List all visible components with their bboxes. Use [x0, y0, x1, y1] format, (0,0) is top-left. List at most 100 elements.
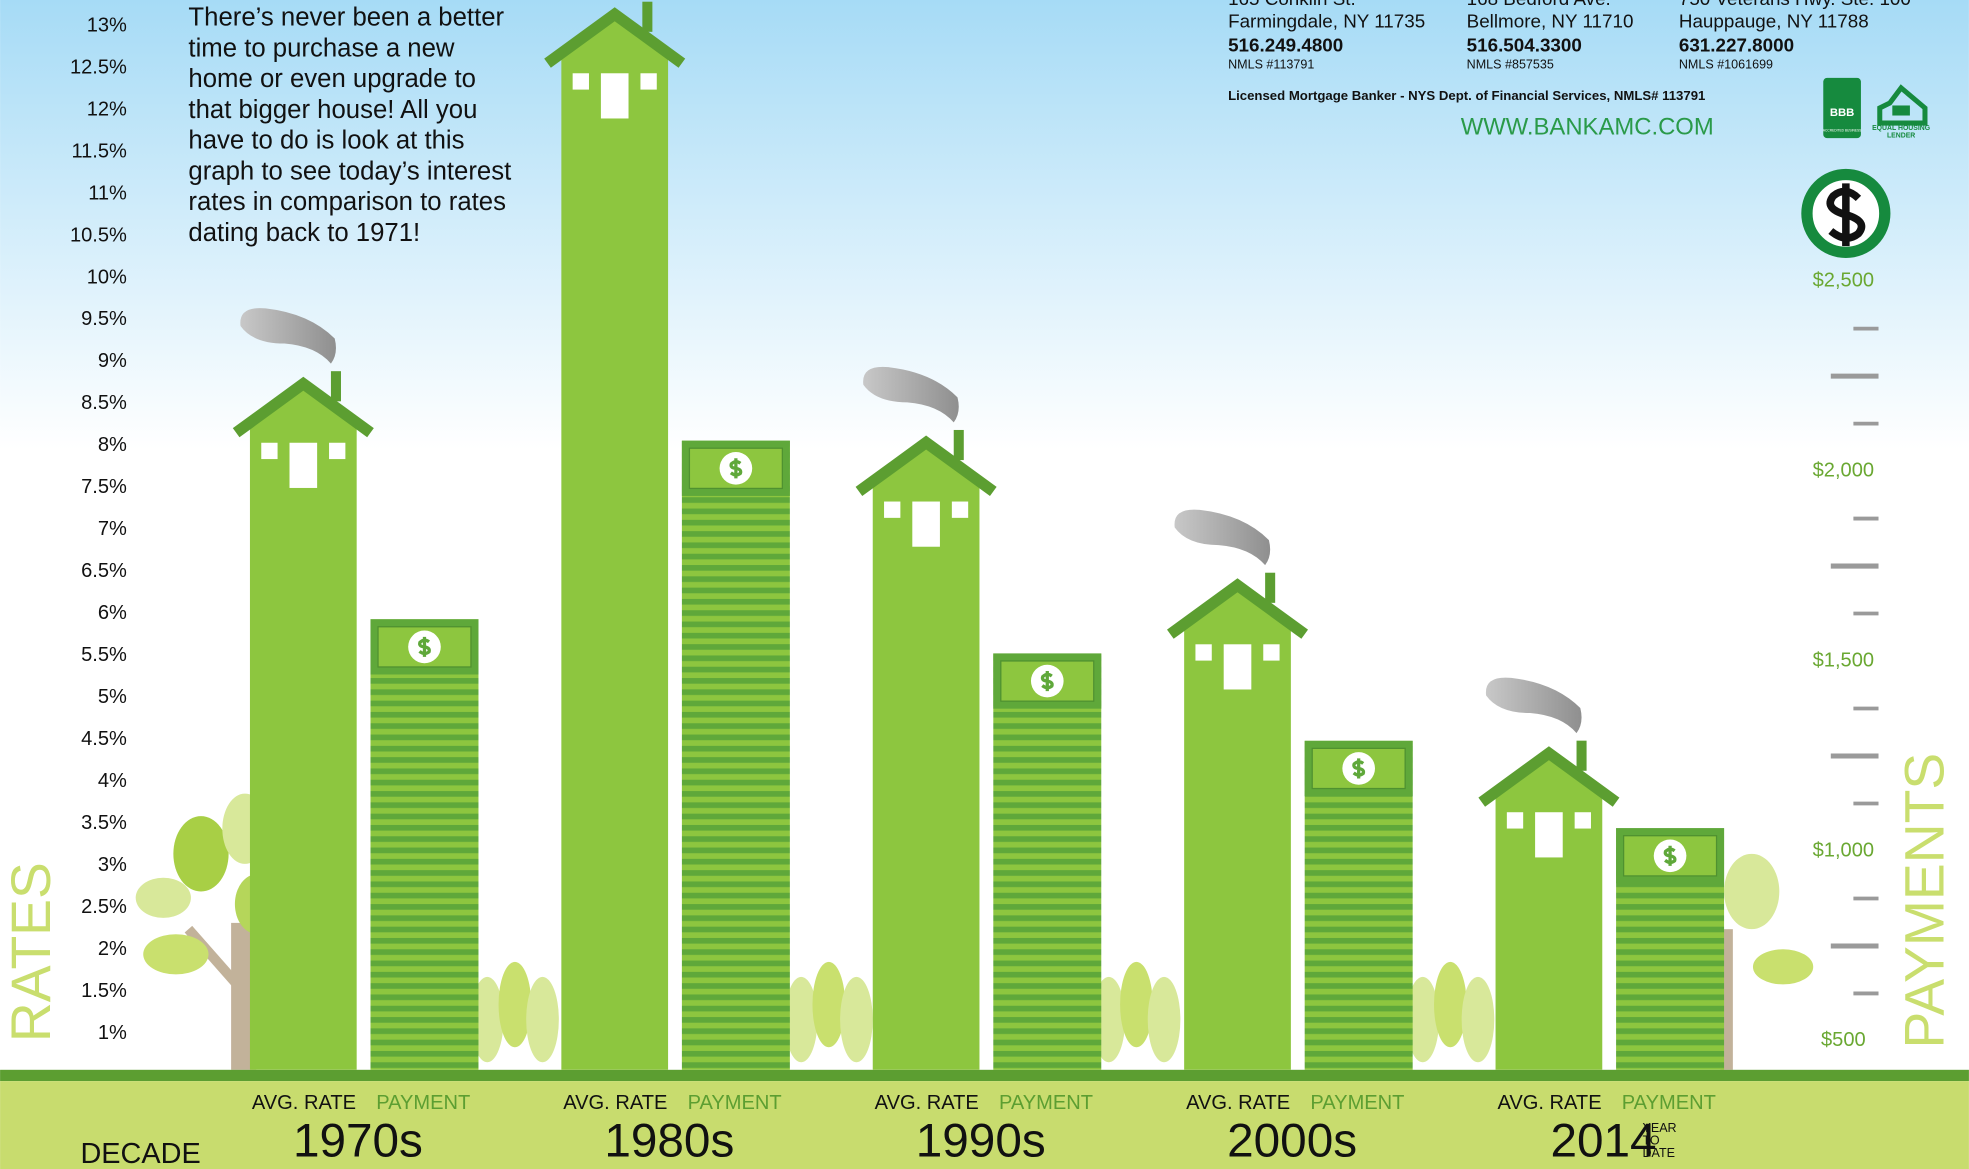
chimney: [642, 2, 652, 32]
x-tick-label: 2014: [1550, 1114, 1656, 1167]
rate-bar: [1496, 756, 1603, 1070]
y-tick-label: 8.5%: [81, 392, 127, 414]
y-tick-label: 13%: [87, 14, 127, 36]
intro-line: that bigger house! All you: [188, 96, 477, 124]
y2-tick-label: $1,500: [1813, 649, 1874, 671]
x-tick-label: 2000s: [1227, 1114, 1357, 1167]
bush-leaf: [840, 977, 873, 1062]
y2-tick-label: $2,000: [1813, 459, 1874, 481]
leaf: [143, 934, 208, 974]
y-tick-label: 9.5%: [81, 308, 127, 330]
door: [1535, 812, 1563, 857]
rate-bar: [561, 17, 668, 1070]
chimney: [1265, 573, 1275, 603]
branch-city: Farmingdale, NY 11735: [1228, 11, 1425, 32]
intro-line: There’s never been a better: [188, 4, 504, 32]
series-label: PAYMENT: [376, 1092, 470, 1114]
y-tick-label: 5.5%: [81, 644, 127, 666]
y2-tick-label: $2,500: [1813, 269, 1874, 291]
window: [640, 73, 656, 89]
chimney: [1577, 741, 1587, 771]
bbb-text: BBB: [1830, 107, 1854, 119]
window: [1575, 812, 1591, 828]
door: [290, 443, 318, 488]
branch-phone: 516.504.3300: [1467, 34, 1582, 55]
dollar-icon: [1354, 758, 1364, 778]
intro-line: have to do is look at this: [188, 127, 464, 155]
y-tick-label: 10%: [87, 266, 127, 288]
chimney: [331, 371, 341, 401]
series-label: PAYMENT: [1310, 1092, 1404, 1114]
bush-leaf: [499, 962, 532, 1047]
y2-tick-label: $500: [1821, 1029, 1866, 1051]
rate-bar: [250, 386, 357, 1070]
y-tick-label: 3.5%: [81, 812, 127, 834]
y2-axis-title: PAYMENTS: [1893, 753, 1955, 1049]
branch-nmls: NMLS #857535: [1467, 58, 1554, 72]
leaf: [136, 878, 191, 918]
series-label: AVG. RATE: [563, 1092, 667, 1114]
y-tick-label: 8%: [98, 434, 127, 456]
equal-housing-text: LENDER: [1887, 132, 1915, 139]
intro-line: rates in comparison to rates: [188, 188, 506, 216]
x-tick-label: 1980s: [604, 1114, 734, 1167]
window: [261, 443, 277, 459]
y-tick-label: 11.5%: [71, 140, 127, 162]
payment-bar: [370, 619, 478, 1070]
window: [1507, 812, 1523, 828]
x-tick-label: 1970s: [293, 1114, 423, 1167]
bbb-note: ACCREDITED BUSINESS: [1823, 128, 1862, 132]
dollar-icon: [731, 458, 741, 478]
y-tick-label: 7%: [98, 518, 127, 540]
payment-bar: [682, 441, 790, 1070]
series-label: PAYMENT: [688, 1092, 782, 1114]
branch-address: 168 Bedford Ave.: [1467, 0, 1611, 9]
series-label: AVG. RATE: [875, 1092, 979, 1114]
y-tick-label: 9%: [98, 350, 127, 372]
series-label: PAYMENT: [999, 1092, 1093, 1114]
bush-leaf: [1462, 977, 1495, 1062]
bush-leaf: [526, 977, 559, 1062]
category-note: DATE: [1642, 1146, 1675, 1160]
equal-housing-text: EQUAL HOUSING: [1872, 125, 1930, 132]
x-axis-title: DECADE: [80, 1138, 200, 1169]
website: WWW.BANKAMC.COM: [1461, 113, 1714, 140]
y-tick-label: 1%: [98, 1022, 127, 1044]
window: [1263, 644, 1279, 660]
license: Licensed Mortgage Banker - NYS Dept. of …: [1228, 88, 1705, 103]
y-tick-label: 10.5%: [70, 224, 127, 246]
branch-address: 750 Veterans Hwy. Ste. 100: [1679, 0, 1911, 9]
branch-phone: 516.249.4800: [1228, 34, 1343, 55]
bush-leaf: [1120, 962, 1153, 1047]
y-axis-title: RATES: [0, 862, 62, 1042]
ground-line: [0, 1070, 1969, 1081]
series-label: AVG. RATE: [252, 1092, 356, 1114]
window: [884, 502, 900, 518]
dollar-icon: [1665, 846, 1675, 866]
y-tick-label: 6.5%: [81, 560, 127, 582]
intro-line: home or even upgrade to: [188, 65, 476, 93]
series-label: PAYMENT: [1622, 1092, 1716, 1114]
window: [573, 73, 589, 89]
branch-nmls: NMLS #1061699: [1679, 58, 1773, 72]
y-tick-label: 4.5%: [81, 728, 127, 750]
dollar-icon: [1042, 671, 1052, 691]
door: [601, 73, 629, 118]
intro-line: dating back to 1971!: [188, 219, 420, 247]
y-tick-label: 3%: [98, 854, 127, 876]
window: [952, 502, 968, 518]
branch-city: Hauppauge, NY 11788: [1679, 11, 1869, 32]
y-tick-label: 7.5%: [81, 476, 127, 498]
bush-leaf: [812, 962, 845, 1047]
branch-nmls: NMLS #113791: [1228, 58, 1314, 72]
intro-line: time to purchase a new: [188, 34, 454, 62]
equal-housing-mark: [1892, 105, 1910, 115]
page: { "intro": ["There’s never been a better…: [0, 0, 1969, 1169]
y-tick-label: 11%: [88, 182, 127, 204]
leaf: [1753, 949, 1813, 984]
y-tick-label: 2%: [98, 938, 127, 960]
branch-city: Bellmore, NY 11710: [1467, 11, 1634, 32]
chart: There’s never been a bettertime to purch…: [0, 0, 1969, 1169]
y-tick-label: 2.5%: [81, 896, 127, 918]
door: [1224, 644, 1252, 689]
